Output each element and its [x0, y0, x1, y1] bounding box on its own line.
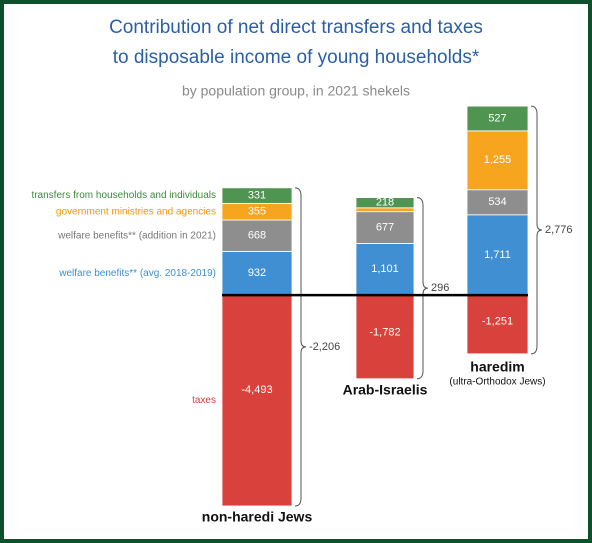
- bar-segment: [466, 130, 529, 191]
- chart-title: to disposable income of young households…: [113, 47, 480, 68]
- value-label: 1,711: [484, 249, 511, 261]
- brace: [530, 105, 543, 355]
- brace: [294, 187, 307, 507]
- value-label: 218: [376, 197, 394, 209]
- legend-label: government ministries and agencies: [56, 206, 216, 217]
- net-label: -2,206: [309, 341, 340, 353]
- value-label: 932: [248, 267, 266, 279]
- category-label: Arab-Israelis: [343, 381, 428, 397]
- category-label: haredim: [470, 359, 524, 375]
- value-label: 1,255: [484, 154, 512, 166]
- bar-segment: [466, 214, 529, 296]
- bar-segment: [466, 105, 529, 132]
- chart-title: Contribution of net direct transfers and…: [109, 17, 483, 38]
- value-label: 534: [488, 196, 506, 208]
- bar-segment: [355, 294, 415, 380]
- value-label: -4,493: [241, 384, 272, 396]
- legend-label: welfare benefits** (addition in 2021): [57, 230, 216, 241]
- bar-segment: [355, 243, 415, 296]
- value-label: 331: [248, 190, 266, 202]
- category-note: (ultra-Orthodox Jews): [449, 376, 545, 387]
- bar-segment: [221, 187, 293, 204]
- legend-label: transfers from households and individual…: [31, 190, 216, 201]
- bar-segment: [466, 294, 529, 355]
- value-label: -1,251: [482, 315, 513, 327]
- brace: [416, 197, 429, 380]
- legend-label: welfare benefits** (avg. 2018-2019): [58, 268, 216, 279]
- category-label: non-haredi Jews: [202, 509, 313, 525]
- value-label: 527: [488, 112, 506, 124]
- net-label: 2,776: [545, 224, 573, 236]
- bar-segment: [355, 211, 415, 244]
- value-label: -1,782: [369, 327, 400, 339]
- value-label: 668: [248, 230, 266, 242]
- bar-segment: [221, 250, 293, 296]
- value-label: 677: [376, 221, 394, 233]
- bar-segment: [221, 294, 293, 507]
- net-label: 296: [431, 282, 449, 294]
- chart-subtitle: by population group, in 2021 shekels: [182, 83, 410, 99]
- legend-label: taxes: [192, 395, 216, 406]
- value-label: 1,101: [371, 263, 399, 275]
- value-label: 355: [248, 206, 266, 218]
- bar-segment: [355, 197, 415, 209]
- bar-segment: [466, 189, 529, 216]
